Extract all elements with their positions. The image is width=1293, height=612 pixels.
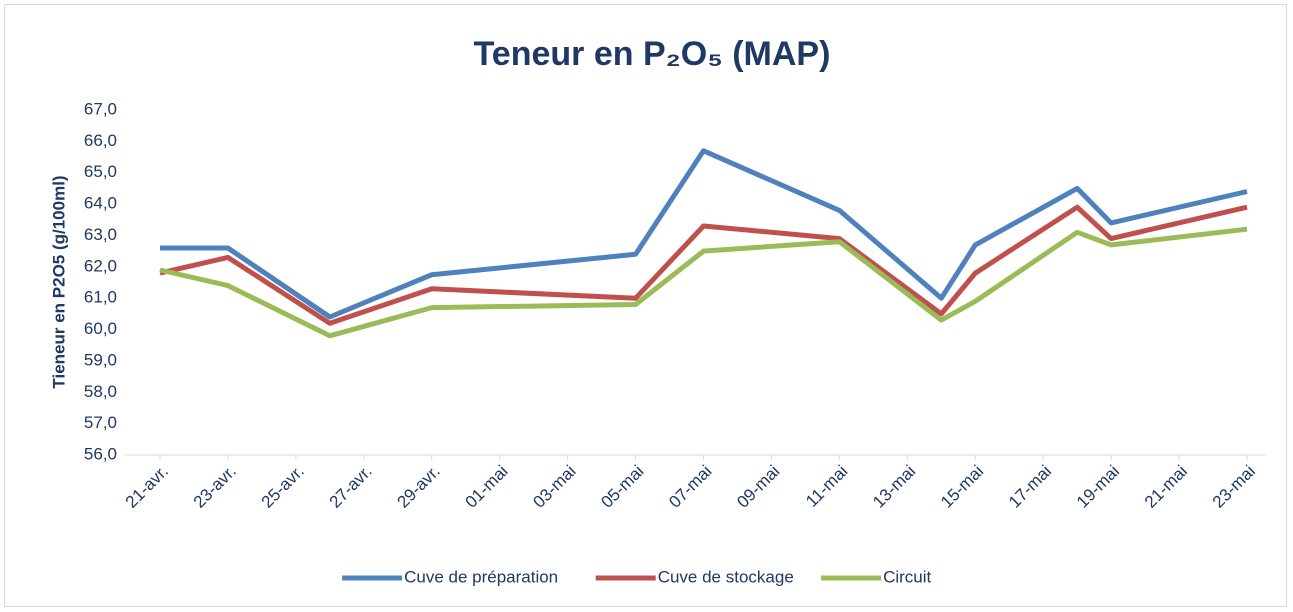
y-tick-label: 62,0 — [84, 256, 117, 275]
chart-frame — [4, 4, 1287, 607]
chart-title: Teneur en P₂O₅ (MAP) — [474, 35, 831, 73]
legend-label: Cuve de préparation — [404, 567, 558, 586]
y-tick-label: 64,0 — [84, 194, 117, 213]
y-tick-label: 57,0 — [84, 413, 117, 432]
y-tick-label: 60,0 — [84, 319, 117, 338]
legend-label: Circuit — [883, 567, 931, 586]
y-tick-label: 67,0 — [84, 99, 117, 118]
y-tick-label: 59,0 — [84, 350, 117, 369]
y-tick-label: 56,0 — [84, 444, 117, 463]
series-line — [159, 226, 1248, 339]
y-tick-label: 66,0 — [84, 131, 117, 150]
series-line — [160, 148, 1248, 320]
y-tick-label: 58,0 — [84, 382, 117, 401]
y-tick-label: 61,0 — [84, 288, 117, 307]
y-tick-label: 65,0 — [84, 162, 117, 181]
legend-label: Cuve de stockage — [658, 567, 794, 586]
y-axis-label: Tieneur en P2O5 (g/100ml) — [49, 175, 68, 388]
y-tick-label: 63,0 — [84, 225, 117, 244]
series-line — [159, 204, 1248, 326]
